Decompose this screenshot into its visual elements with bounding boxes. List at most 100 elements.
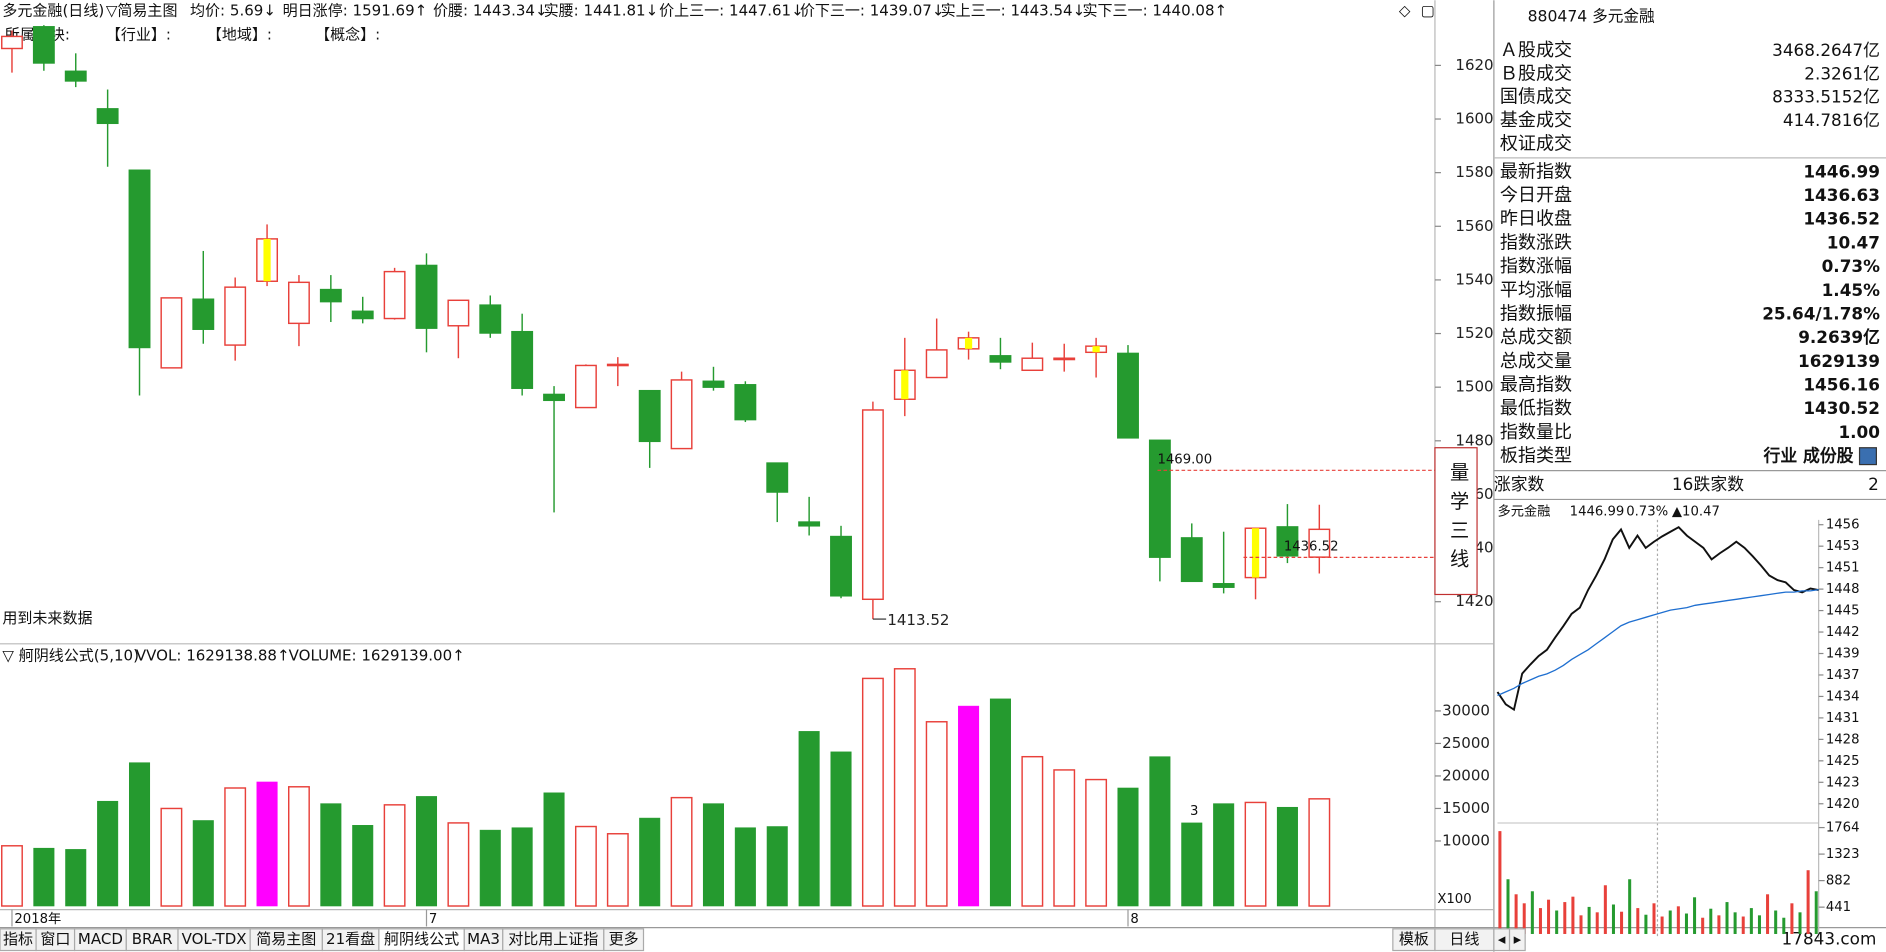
header-stat: 价下三一: 1439.07↓ bbox=[800, 2, 945, 20]
volume-bar bbox=[160, 807, 183, 907]
volume-bar bbox=[1547, 899, 1551, 934]
volume-bar bbox=[288, 786, 310, 907]
volume-bar bbox=[734, 827, 756, 907]
tab[interactable] bbox=[1508, 928, 1526, 952]
y-tick-label: 1445 bbox=[1826, 604, 1860, 619]
volume-unit: X100 bbox=[1437, 892, 1471, 907]
y-tick-label: 1600 bbox=[1455, 110, 1493, 128]
watermark: 17843.com bbox=[1782, 929, 1877, 949]
y-tick-label: 1423 bbox=[1826, 775, 1860, 790]
volume-bar bbox=[1276, 806, 1298, 907]
candle-highlight bbox=[901, 370, 909, 400]
breadth-up: 16 bbox=[1672, 474, 1693, 494]
volume-marker: 3 bbox=[1190, 804, 1198, 819]
info-label: 指数量比 bbox=[1500, 422, 1572, 443]
volume-bar bbox=[1733, 912, 1737, 934]
volume-bar bbox=[415, 796, 438, 907]
x-tick-label: 2018年 bbox=[14, 911, 61, 927]
intraday-line bbox=[1497, 588, 1819, 697]
y-tick-label: 441 bbox=[1826, 900, 1851, 915]
volume-bar bbox=[1213, 803, 1235, 907]
candle-body bbox=[192, 298, 215, 330]
tab-label[interactable]: ▸ bbox=[1514, 930, 1522, 948]
info-label: 最低指数 bbox=[1500, 398, 1572, 419]
tab-label[interactable]: MA3 bbox=[467, 930, 500, 948]
tab-label[interactable]: 指标 bbox=[3, 930, 33, 948]
template-menu[interactable]: ▽简易主图 bbox=[106, 2, 178, 20]
volume-bar bbox=[1644, 914, 1648, 934]
chart-title: 多元金融(日线) bbox=[2, 2, 104, 20]
volume-bar bbox=[33, 847, 55, 907]
candle-body bbox=[1021, 357, 1044, 372]
sector-label: 【概念】: bbox=[315, 26, 380, 44]
candle-body bbox=[160, 297, 183, 369]
indicator-title[interactable]: ▽ 舸阴线公式(5,10) bbox=[2, 646, 139, 664]
icon[interactable]: ◇ bbox=[1399, 2, 1411, 20]
candle-body bbox=[96, 108, 119, 125]
header-stat: 价腰: 1443.34↓ bbox=[433, 2, 548, 20]
info-label: 今日开盘 bbox=[1500, 185, 1572, 206]
header-stat: 实下三一: 1440.08↑ bbox=[1083, 2, 1228, 20]
volume-bar bbox=[702, 803, 724, 907]
info-value: 1430.52 bbox=[1803, 398, 1880, 418]
info-value: 2.3261亿 bbox=[1804, 63, 1880, 83]
tab-label[interactable]: 更多 bbox=[609, 930, 639, 948]
candle-body bbox=[798, 521, 821, 527]
candle-body bbox=[1148, 439, 1171, 558]
y-tick-label: 20000 bbox=[1442, 766, 1490, 784]
volume-bar bbox=[543, 792, 565, 907]
volume-bar bbox=[447, 822, 470, 907]
volume-bar bbox=[1660, 916, 1664, 934]
tab-label[interactable]: 日线 bbox=[1449, 930, 1479, 948]
tab-label[interactable]: VOL-TDX bbox=[182, 930, 247, 948]
volume-bar bbox=[1757, 915, 1761, 934]
tab-label[interactable]: 简易主图 bbox=[256, 930, 316, 948]
volume-bar bbox=[1701, 917, 1705, 934]
info-label: 总成交量 bbox=[1500, 351, 1572, 372]
volume-bar bbox=[224, 787, 247, 907]
tab-label[interactable]: 窗口 bbox=[40, 930, 70, 948]
y-tick-label: 1620 bbox=[1455, 56, 1493, 74]
tab[interactable] bbox=[603, 928, 645, 952]
tab-label[interactable]: 对比用上证指 bbox=[508, 930, 598, 948]
intraday-line bbox=[1496, 525, 1819, 712]
tab-label[interactable]: 模板 bbox=[1399, 930, 1429, 948]
tab-label[interactable]: BRAR bbox=[132, 930, 173, 948]
y-tick-label: 1580 bbox=[1455, 163, 1493, 181]
info-value: 10.47 bbox=[1827, 232, 1880, 252]
candle-highlight bbox=[964, 337, 973, 349]
candle-body bbox=[288, 281, 310, 325]
y-tick-label: 25000 bbox=[1442, 734, 1490, 752]
volume-bar bbox=[1668, 910, 1672, 934]
y-tick-label: 1448 bbox=[1826, 582, 1860, 597]
volume-bar bbox=[1814, 891, 1818, 934]
volume-bar bbox=[1085, 778, 1108, 907]
info-label: 昨日收盘 bbox=[1500, 209, 1572, 230]
tab-label[interactable]: MACD bbox=[78, 930, 123, 948]
icon[interactable] bbox=[1858, 447, 1877, 466]
info-value: 3468.2647亿 bbox=[1772, 40, 1880, 60]
y-tick-label: 1420 bbox=[1826, 797, 1860, 812]
icon[interactable]: ▢ bbox=[1421, 2, 1435, 20]
tab-label[interactable]: 舸阴线公式 bbox=[384, 930, 459, 948]
overlay-box bbox=[1434, 447, 1478, 596]
y-tick-label: 1442 bbox=[1826, 625, 1860, 640]
tab-label[interactable]: ◂ bbox=[1498, 930, 1506, 948]
tab-label[interactable]: 21看盘 bbox=[326, 930, 375, 948]
info-label: Ｂ股成交 bbox=[1500, 63, 1572, 84]
sector-label: 【地域】: bbox=[207, 26, 272, 44]
volume-bar bbox=[1611, 904, 1615, 934]
volume-bar bbox=[1636, 908, 1640, 934]
y-tick-label: 1425 bbox=[1826, 754, 1860, 769]
y-tick-label: 1456 bbox=[1826, 518, 1860, 533]
intraday-change-pct: 0.73% bbox=[1626, 504, 1668, 519]
y-tick-label: 1520 bbox=[1455, 324, 1493, 342]
candle-body bbox=[1276, 526, 1299, 557]
y-tick-label: 1480 bbox=[1455, 431, 1493, 449]
volume-bar bbox=[1244, 801, 1267, 907]
info-value: 9.2639亿 bbox=[1798, 327, 1880, 347]
volume-bar bbox=[830, 751, 852, 907]
volume-bar bbox=[1806, 870, 1810, 934]
y-tick-label: 15000 bbox=[1442, 799, 1490, 817]
info-label: 最新指数 bbox=[1500, 161, 1572, 182]
